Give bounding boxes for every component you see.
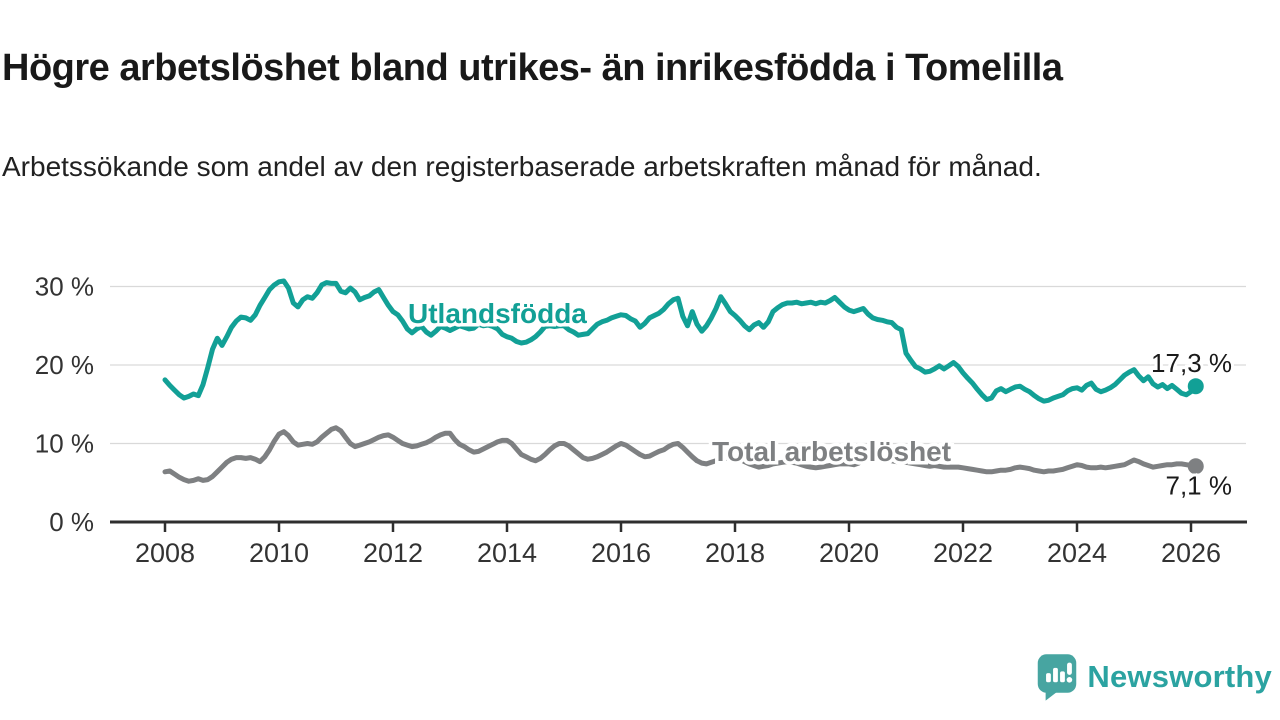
series-end-dot [1187, 458, 1204, 475]
x-axis-tick-label: 2014 [477, 538, 537, 568]
x-axis-tick-label: 2018 [705, 538, 765, 568]
x-axis-tick-label: 2026 [1161, 538, 1221, 568]
y-axis-tick-label: 0 % [49, 507, 94, 537]
x-axis-tick-label: 2012 [363, 538, 423, 568]
x-axis-tick-label: 2008 [135, 538, 195, 568]
y-axis-tick-label: 20 % [35, 350, 94, 380]
chart-subtitle: Arbetssökande som andel av den registerb… [2, 151, 1042, 182]
y-axis-tick-label: 10 % [35, 429, 94, 459]
newsworthy-logo-text: Newsworthy [1087, 659, 1272, 694]
x-axis-tick-label: 2022 [933, 538, 993, 568]
page-title: Högre arbetslöshet bland utrikes- än inr… [2, 47, 1063, 90]
newsworthy-logo: Newsworthy [1036, 652, 1272, 702]
x-axis-tick-label: 2016 [591, 538, 651, 568]
series-inline-label: Total arbetslöshet [712, 436, 951, 467]
y-axis-tick-label: 30 % [35, 272, 94, 302]
newsworthy-logo-icon [1038, 654, 1077, 701]
series-inline-label: Utlandsfödda [408, 298, 587, 329]
series-end-value-label: 17,3 % [1151, 348, 1232, 378]
x-axis-tick-label: 2010 [249, 538, 309, 568]
x-axis-tick-label: 2024 [1047, 538, 1107, 568]
utlandsfodda-line [162, 278, 1199, 404]
series-end-value-label: 7,1 % [1166, 470, 1233, 500]
total-unemployment-line [162, 425, 1199, 484]
x-axis-tick-label: 2020 [819, 538, 879, 568]
series-end-dot [1187, 378, 1204, 395]
